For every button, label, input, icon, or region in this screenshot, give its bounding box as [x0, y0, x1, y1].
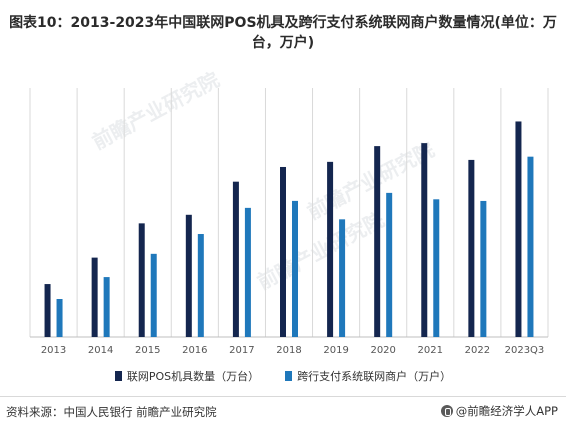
bar-series2-2019 — [339, 219, 346, 337]
x-tick-label-2023Q3: 2023Q3 — [505, 345, 545, 356]
bar-series2-2013 — [56, 299, 63, 337]
x-tick-label-2015: 2015 — [135, 345, 160, 356]
source-note: 资料来源：中国人民银行 前瞻产业研究院 — [6, 405, 217, 419]
bar-series1-2015 — [138, 223, 145, 337]
bar-series1-2014 — [91, 257, 98, 337]
x-tick-label-2013: 2013 — [41, 345, 66, 356]
bar-series2-2022 — [480, 200, 487, 337]
tick-layer: 2013 2014 2015 2016 2017 2018 2019 2020 2021 2022… — [41, 345, 544, 356]
bar-series2-2021 — [433, 199, 440, 337]
bar-series2-2014 — [103, 277, 110, 337]
brand-label: @前瞻经济学人APP — [455, 404, 558, 418]
footer-divider — [0, 396, 566, 397]
legend: 联网POS机具数量（万台） 跨行支付系统联网商户（万户） — [0, 368, 566, 384]
legend-label-series1: 联网POS机具数量（万台） — [126, 370, 260, 383]
grid-layer — [29, 88, 549, 338]
bar-series1-2018 — [280, 166, 286, 337]
bar-series1-2021 — [421, 143, 428, 337]
bar-series2-2015 — [150, 253, 157, 337]
legend-label-series2: 跨行支付系统联网商户（万户） — [297, 370, 452, 383]
chart-title: 图表10：2013-2023年中国联网POS机具及跨行支付系统联网商户数量情况(… — [9, 15, 557, 51]
x-tick-label-2016: 2016 — [182, 345, 207, 356]
brand-credit: @前瞻经济学人APP — [440, 403, 558, 419]
bar-series1-2019 — [327, 161, 334, 337]
legend-swatch-series2 — [285, 371, 293, 381]
bar-series1-2023Q3 — [515, 121, 522, 337]
legend-item-series2: 跨行支付系统联网商户（万户） — [285, 368, 451, 384]
bar-series2-2016 — [197, 234, 204, 337]
bar-series2-2020 — [386, 192, 393, 337]
x-tick-label-2017: 2017 — [229, 345, 254, 356]
bar-series2-2023Q3 — [527, 156, 534, 337]
bar-series1-2013 — [44, 284, 51, 337]
bar-series2-2018 — [292, 200, 298, 337]
x-tick-label-2019: 2019 — [323, 345, 348, 356]
x-tick-label-2022: 2022 — [465, 345, 490, 356]
x-tick-label-2020: 2020 — [370, 345, 395, 356]
legend-item-series1: 联网POS机具数量（万台） — [114, 368, 260, 384]
bar-series1-2017 — [232, 181, 239, 337]
bar-series1-2022 — [468, 159, 475, 337]
x-tick-label-2018: 2018 — [276, 345, 301, 356]
brand-logo-icon — [440, 405, 453, 417]
bar-series1-2020 — [374, 146, 381, 337]
bar-series1-2016 — [185, 214, 192, 337]
bar-layer — [44, 121, 534, 337]
legend-swatch-series1 — [114, 371, 122, 381]
x-tick-label-2014: 2014 — [88, 345, 113, 356]
bar-series2-2017 — [244, 207, 251, 337]
x-tick-label-2021: 2021 — [418, 345, 443, 356]
